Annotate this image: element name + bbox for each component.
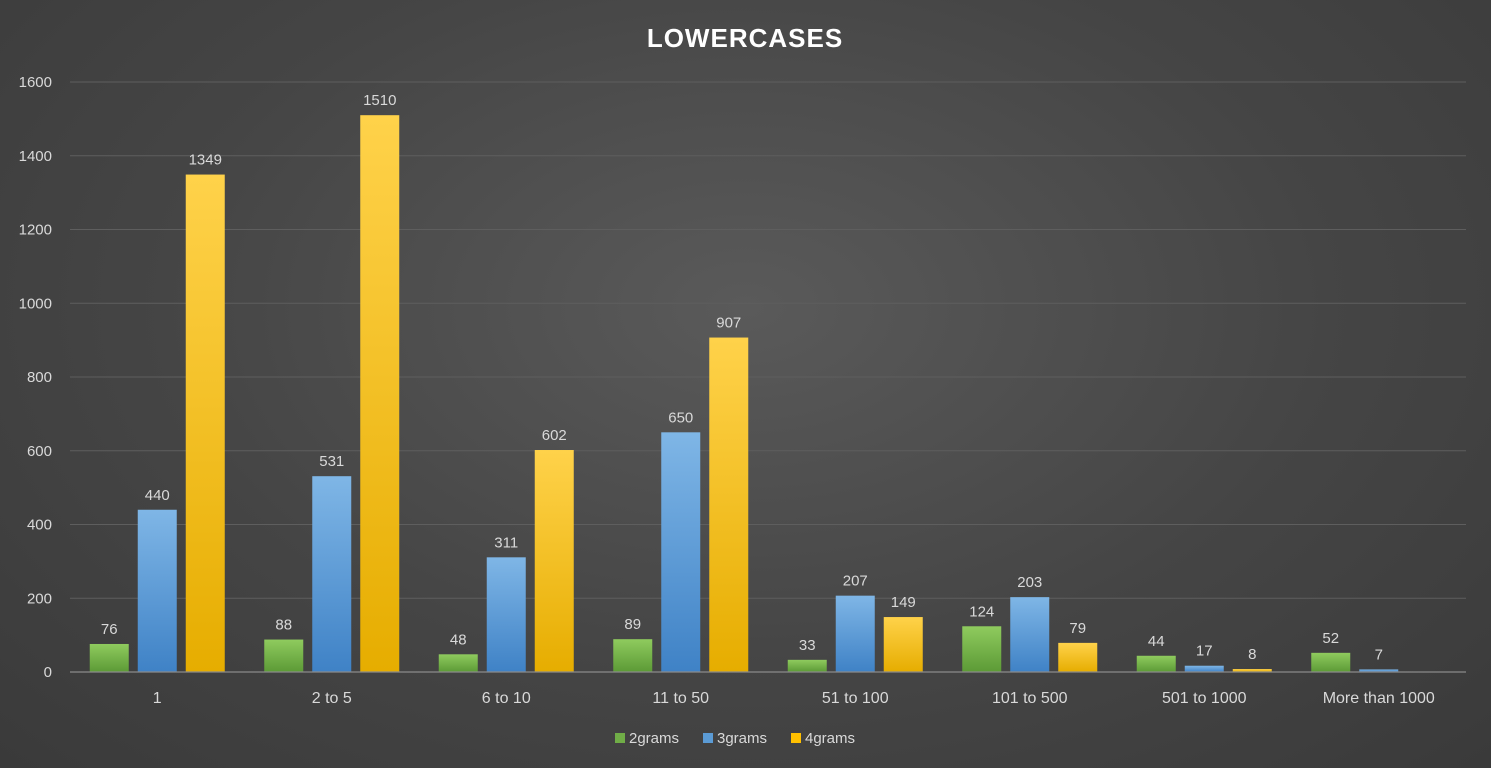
data-label-4grams-6: 8 bbox=[1248, 646, 1256, 663]
legend-swatch-2grams bbox=[615, 733, 625, 743]
x-category-label: 101 to 500 bbox=[992, 690, 1068, 707]
bar-4grams-6 bbox=[1232, 669, 1272, 672]
bar-2grams-1 bbox=[264, 639, 304, 672]
y-tick-label: 1400 bbox=[19, 148, 52, 165]
bar-3grams-4 bbox=[835, 595, 875, 672]
data-label-3grams-7: 7 bbox=[1375, 646, 1383, 663]
y-tick-label: 800 bbox=[27, 369, 52, 386]
data-label-3grams-1: 531 bbox=[319, 453, 344, 470]
bar-3grams-6 bbox=[1184, 665, 1224, 672]
data-label-2grams-3: 89 bbox=[624, 616, 641, 633]
legend-swatch-3grams bbox=[703, 733, 713, 743]
bar-3grams-5 bbox=[1010, 597, 1050, 672]
bars bbox=[89, 115, 1399, 672]
bar-4grams-2 bbox=[534, 450, 574, 672]
y-axis-ticks: 0 200 400 600 800 1000 1200 1400 1600 bbox=[19, 74, 52, 681]
bar-3grams-2 bbox=[486, 557, 526, 672]
data-label-4grams-5: 79 bbox=[1069, 620, 1086, 637]
y-tick-label: 1000 bbox=[19, 295, 52, 312]
data-label-4grams-1: 1510 bbox=[363, 92, 396, 109]
bar-4grams-1 bbox=[360, 115, 400, 672]
x-category-label: 501 to 1000 bbox=[1162, 690, 1247, 707]
x-category-label: 2 to 5 bbox=[312, 690, 352, 707]
chart-title: LOWERCASES bbox=[647, 23, 843, 53]
data-label-4grams-4: 149 bbox=[891, 594, 916, 611]
bar-2grams-5 bbox=[962, 626, 1002, 672]
bar-2grams-0 bbox=[89, 643, 129, 672]
bar-4grams-5 bbox=[1058, 642, 1098, 672]
legend-swatch-4grams bbox=[791, 733, 801, 743]
data-label-3grams-3: 650 bbox=[668, 409, 693, 426]
data-label-3grams-5: 203 bbox=[1017, 574, 1042, 591]
bar-3grams-0 bbox=[137, 509, 177, 672]
data-label-3grams-2: 311 bbox=[494, 534, 518, 551]
bar-3grams-3 bbox=[661, 432, 701, 672]
bar-4grams-4 bbox=[883, 617, 923, 672]
data-label-3grams-0: 440 bbox=[145, 487, 170, 504]
bar-2grams-6 bbox=[1136, 655, 1176, 672]
bar-4grams-3 bbox=[709, 337, 749, 672]
legend[interactable]: 2grams 3grams 4grams bbox=[615, 730, 855, 747]
bar-2grams-3 bbox=[613, 639, 653, 672]
x-category-label: 51 to 100 bbox=[822, 690, 889, 707]
bar-3grams-1 bbox=[312, 476, 352, 672]
x-axis-categories: 1 2 to 5 6 to 10 11 to 50 51 to 100 101 to 50… bbox=[153, 690, 1435, 707]
x-category-label: 11 to 50 bbox=[652, 690, 709, 707]
bar-4grams-0 bbox=[185, 174, 225, 672]
data-label-2grams-5: 124 bbox=[969, 603, 994, 620]
data-label-2grams-0: 76 bbox=[101, 621, 118, 638]
legend-entry-3grams[interactable]: 3grams bbox=[717, 730, 767, 747]
bar-3grams-7 bbox=[1359, 669, 1399, 672]
data-label-3grams-4: 207 bbox=[843, 573, 868, 590]
data-label-3grams-6: 17 bbox=[1196, 643, 1213, 660]
data-label-2grams-1: 88 bbox=[275, 617, 292, 634]
y-tick-label: 1600 bbox=[19, 74, 52, 91]
x-category-label: 1 bbox=[153, 690, 162, 707]
legend-entry-4grams[interactable]: 4grams bbox=[805, 730, 855, 747]
bar-2grams-2 bbox=[438, 654, 478, 672]
y-tick-label: 200 bbox=[27, 590, 52, 607]
data-label-2grams-7: 52 bbox=[1322, 630, 1339, 647]
y-tick-label: 600 bbox=[27, 443, 52, 460]
bar-2grams-7 bbox=[1311, 652, 1351, 672]
data-label-2grams-6: 44 bbox=[1148, 633, 1165, 650]
y-tick-label: 400 bbox=[27, 517, 52, 534]
x-category-label: More than 1000 bbox=[1323, 690, 1435, 707]
x-category-label: 6 to 10 bbox=[482, 690, 531, 707]
data-label-2grams-4: 33 bbox=[799, 637, 816, 654]
data-label-4grams-3: 907 bbox=[716, 315, 741, 332]
data-label-4grams-0: 1349 bbox=[189, 152, 222, 169]
y-tick-label: 0 bbox=[44, 664, 52, 681]
gridlines bbox=[70, 81, 1466, 599]
legend-entry-2grams[interactable]: 2grams bbox=[629, 730, 679, 747]
data-labels: 76 440 1349 88 531 1510 48 311 602 89 650 907 33 207 1… bbox=[101, 92, 1383, 663]
data-label-2grams-2: 48 bbox=[450, 631, 467, 648]
y-tick-label: 1200 bbox=[19, 222, 52, 239]
bar-2grams-4 bbox=[787, 659, 827, 672]
data-label-4grams-2: 602 bbox=[542, 427, 567, 444]
